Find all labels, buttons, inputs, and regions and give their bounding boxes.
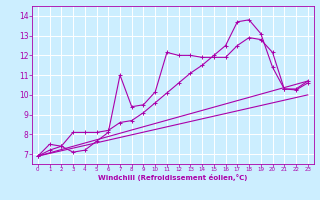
X-axis label: Windchill (Refroidissement éolien,°C): Windchill (Refroidissement éolien,°C) <box>98 174 247 181</box>
